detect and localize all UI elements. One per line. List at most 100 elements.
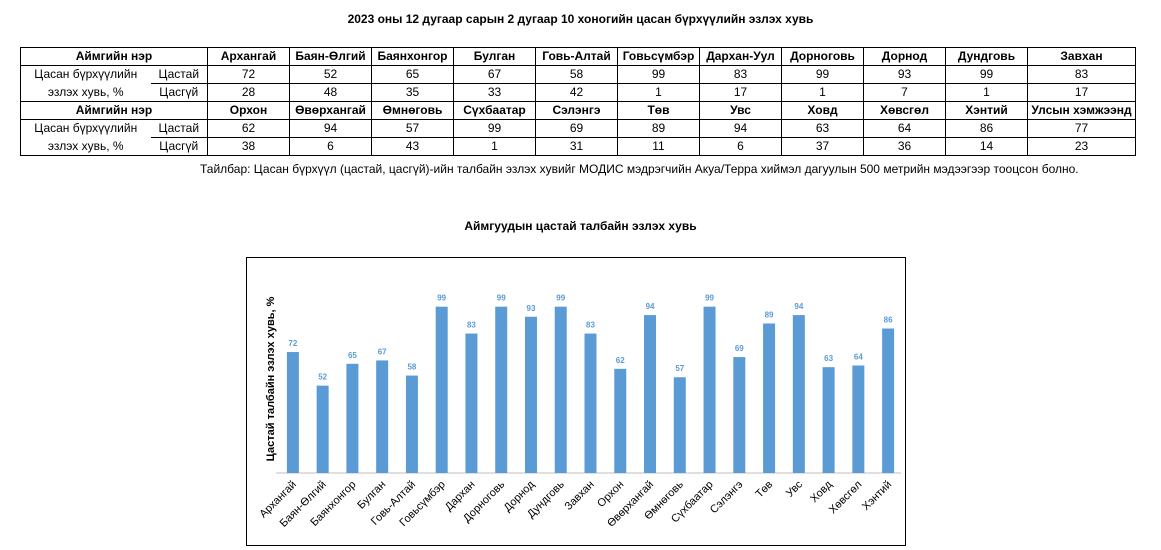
nosnow-value-cell: 48 [289, 83, 372, 102]
bar-value-label: 52 [318, 373, 327, 382]
bar-value-label: 69 [735, 344, 744, 353]
bar-17 [792, 315, 805, 473]
province-name-cell: Өвөрхангай [289, 101, 372, 120]
nosnow-value-cell: 17 [1027, 83, 1136, 102]
bar-value-label: 99 [437, 294, 446, 303]
bar-14 [703, 306, 716, 473]
bar-2 [346, 363, 359, 473]
nosnow-value-cell: 43 [371, 137, 454, 156]
nosnow-value-cell: 28 [207, 83, 290, 102]
snow-value-cell: 99 [453, 119, 536, 138]
province-name-cell: Дорноговь [781, 47, 864, 66]
snow-value-cell: 99 [781, 65, 864, 84]
bar-chart: Цастай талбайн эзлэх хувь, % 72Архангай5… [257, 294, 901, 530]
bar-value-label: 86 [884, 316, 893, 325]
province-name-cell: Булган [453, 47, 536, 66]
table-header-row: Аймгийн нэр Орхон Өвөрхангай Өмнөговь Сүхбаа… [20, 101, 1136, 120]
bar-value-label: 94 [794, 302, 803, 311]
bar-value-label: 83 [467, 321, 476, 330]
bar-value-label: 93 [527, 304, 536, 313]
snow-value-cell: 83 [699, 65, 782, 84]
row-label-line1: Цасан бүрхүүлийн [20, 65, 151, 84]
x-tick-label: Хөвсгөл [827, 479, 865, 517]
snow-value-cell: 99 [945, 65, 1028, 84]
province-name-cell: Сүхбаатар [453, 101, 536, 120]
province-name-cell: Дархан-Уул [699, 47, 782, 66]
bar-7 [495, 306, 508, 473]
bar-value-label: 64 [854, 352, 863, 361]
bar-9 [554, 306, 567, 473]
nosnow-value-cell: 14 [945, 137, 1028, 156]
snow-value-cell: 99 [617, 65, 700, 84]
province-name-cell: Сэлэнгэ [535, 101, 618, 120]
nosnow-value-cell: 6 [289, 137, 372, 156]
snow-value-cell: 77 [1027, 119, 1136, 138]
bar-15 [733, 357, 746, 473]
row-label-line1: Цасан бүрхүүлийн [20, 119, 151, 138]
province-name-cell: Говьсүмбэр [617, 47, 700, 66]
snow-value-cell: 65 [371, 65, 454, 84]
snow-value-cell: 89 [617, 119, 700, 138]
snow-value-cell: 72 [207, 65, 290, 84]
table-row-snow: Цасан бүрхүүлийн Цастай 62 94 57 99 69 89 94 63 64… [20, 119, 1136, 138]
row-label-line2: эзлэх хувь, % [20, 137, 151, 156]
table-body: Аймгийн нэр Архангай Баян-Өлгий Баянхонгор Б… [20, 47, 1136, 156]
table-row-snow: Цасан бүрхүүлийн Цастай 72 52 65 67 58 99 83 99 93… [20, 65, 1136, 84]
bar-18 [822, 367, 835, 473]
bar-1 [316, 385, 329, 473]
nosnow-value-cell: 1 [781, 83, 864, 102]
bar-value-label: 58 [407, 363, 416, 372]
nosnow-value-cell: 17 [699, 83, 782, 102]
nosnow-value-cell: 7 [863, 83, 946, 102]
nosnow-value-cell: 35 [371, 83, 454, 102]
y-axis-label: Цастай талбайн эзлэх хувь, % [265, 296, 277, 461]
bar-value-label: 72 [288, 339, 297, 348]
bar-value-label: 89 [765, 310, 774, 319]
bar-value-label: 99 [556, 294, 565, 303]
province-name-cell: Өмнөговь [371, 101, 454, 120]
header-label-cell: Аймгийн нэр [20, 101, 208, 120]
table-row-nosnow: эзлэх хувь, % Цасгүй 38 6 43 1 31 11 6 37 36 14 23 [20, 137, 1136, 156]
nosnow-value-cell: 33 [453, 83, 536, 102]
snow-value-cell: 57 [371, 119, 454, 138]
sublabel-snow: Цастай [150, 119, 208, 138]
province-name-cell: Говь-Алтай [535, 47, 618, 66]
x-tick-label: Сэлэнгэ [708, 478, 746, 516]
bar-0 [286, 352, 299, 473]
province-name-cell: Хэнтий [945, 101, 1028, 120]
x-tick-label: Увс [784, 478, 805, 499]
snow-value-cell: 69 [535, 119, 618, 138]
bar-13 [673, 377, 686, 473]
bar-11 [614, 368, 627, 473]
nosnow-value-cell: 1 [453, 137, 536, 156]
nosnow-value-cell: 11 [617, 137, 700, 156]
sublabel-nosnow: Цасгүй [150, 137, 208, 156]
bar-value-label: 57 [675, 364, 684, 373]
nosnow-value-cell: 1 [617, 83, 700, 102]
bar-5 [435, 306, 448, 473]
x-tick-label: Хэнтий [860, 479, 894, 513]
table-header-row: Аймгийн нэр Архангай Баян-Өлгий Баянхонгор Б… [20, 47, 1136, 66]
snow-value-cell: 52 [289, 65, 372, 84]
snow-value-cell: 93 [863, 65, 946, 84]
nosnow-value-cell: 42 [535, 83, 618, 102]
snow-value-cell: 58 [535, 65, 618, 84]
bar-3 [376, 360, 389, 473]
province-name-cell: Ховд [781, 101, 864, 120]
bar-10 [584, 333, 597, 473]
snow-value-cell: 86 [945, 119, 1028, 138]
snow-value-cell: 67 [453, 65, 536, 84]
row-label-line2: эзлэх хувь, % [20, 83, 151, 102]
nosnow-value-cell: 6 [699, 137, 782, 156]
bar-value-label: 62 [616, 356, 625, 365]
bar-6 [465, 333, 478, 473]
sublabel-nosnow: Цасгүй [150, 83, 208, 102]
province-name-cell: Завхан [1027, 47, 1136, 66]
province-name-cell: Хөвсгөл [863, 101, 946, 120]
bar-4 [405, 375, 418, 473]
bar-value-label: 83 [586, 321, 595, 330]
x-tick-label: Төв [753, 479, 775, 501]
province-name-cell: Дундговь [945, 47, 1028, 66]
snow-value-cell: 64 [863, 119, 946, 138]
nosnow-value-cell: 23 [1027, 137, 1136, 156]
